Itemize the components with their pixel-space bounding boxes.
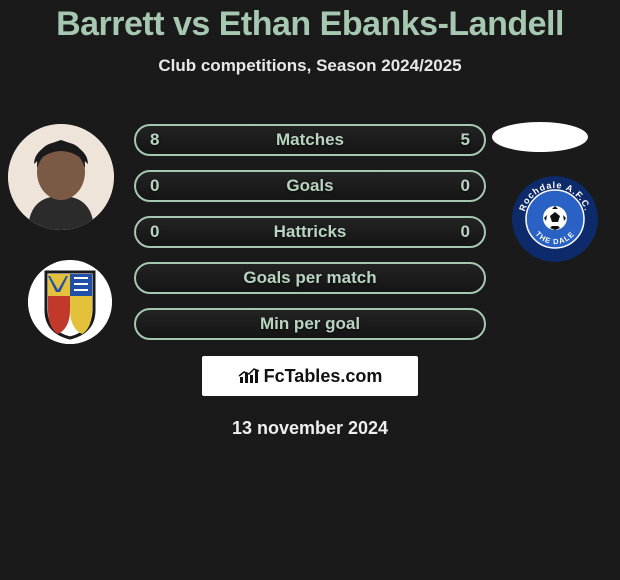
brand-label: FcTables.com [238,366,383,387]
stat-left-value: 0 [150,222,159,242]
date-label: 13 november 2024 [0,418,620,439]
stat-right-value: 0 [461,222,470,242]
stat-row-goals-per-match: Goals per match [134,262,486,294]
stat-label: Min per goal [260,314,360,334]
wealdstone-crest-svg [28,260,112,344]
page-title: Barrett vs Ethan Ebanks-Landell [0,5,620,44]
stat-row-min-per-goal: Min per goal [134,308,486,340]
stat-row-goals: 0 Goals 0 [134,170,486,202]
stat-left-value: 0 [150,176,159,196]
stat-row-hattricks: 0 Hattricks 0 [134,216,486,248]
rochdale-crest-svg: Rochdale A.F.C. THE DALE [512,176,598,262]
player-left-crest [28,260,112,344]
brand-box: FcTables.com [202,356,418,396]
stat-label: Matches [276,130,344,150]
chart-icon [238,367,260,385]
player-right-avatar-placeholder [492,122,588,152]
player-right-crest: Rochdale A.F.C. THE DALE [512,176,598,262]
stat-right-value: 5 [461,130,470,150]
stat-left-value: 8 [150,130,159,150]
stat-label: Goals per match [243,268,376,288]
stat-label: Goals [286,176,333,196]
stat-label: Hattricks [274,222,347,242]
infographic-root: Barrett vs Ethan Ebanks-Landell Club com… [0,0,620,580]
stat-right-value: 0 [461,176,470,196]
brand-text: FcTables.com [264,366,383,387]
subtitle: Club competitions, Season 2024/2025 [0,56,620,76]
player-left-avatar-svg [8,124,114,230]
stat-row-matches: 8 Matches 5 [134,124,486,156]
player-left-avatar [8,124,114,230]
